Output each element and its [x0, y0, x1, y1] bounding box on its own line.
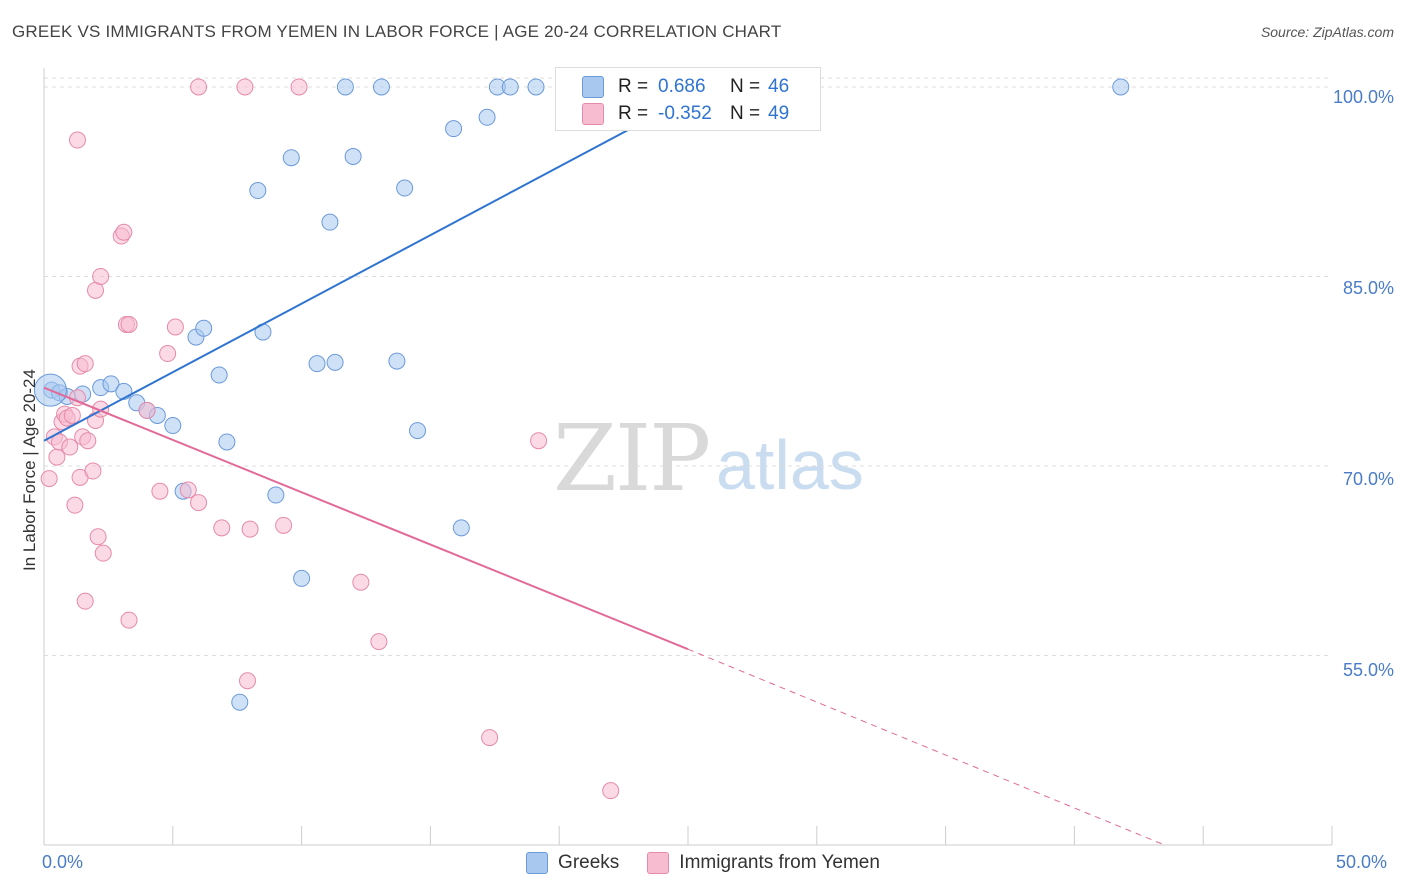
stats-legend: R = 0.686 N = 46 R = -0.352 N = 49	[555, 67, 821, 131]
point-greeks-15	[218, 433, 236, 451]
point-yemen-2	[48, 448, 66, 466]
point-greeks-10	[164, 417, 182, 435]
legend-label-greeks: Greeks	[558, 852, 620, 873]
point-greeks-14	[210, 366, 228, 384]
legend-item-greeks[interactable]: Greeks	[526, 852, 619, 874]
n-label: N =	[730, 76, 761, 97]
point-greeks-25	[336, 78, 354, 96]
point-yemen-9	[66, 496, 84, 514]
point-yemen-15	[76, 355, 94, 373]
point-greeks-20	[282, 149, 300, 167]
point-yemen-24	[94, 544, 112, 562]
yemen-swatch	[582, 103, 604, 125]
point-yemen-45	[481, 729, 499, 747]
legend-item-yemen[interactable]: Immigrants from Yemen	[647, 852, 880, 874]
point-greeks-35	[501, 78, 519, 96]
point-yemen-18	[84, 462, 102, 480]
point-greeks-16	[231, 693, 249, 711]
y-tick-label-85: 85.0%	[1342, 278, 1394, 298]
point-greeks-27	[372, 78, 390, 96]
trend-line-dashed-yemen	[687, 648, 1165, 846]
point-greeks-36	[527, 78, 545, 96]
point-greeks-21	[293, 569, 311, 587]
stats-legend-row-yemen: R = -0.352 N = 49	[556, 101, 789, 127]
point-yemen-30	[138, 401, 156, 419]
point-greeks-24	[326, 353, 344, 371]
point-yemen-44	[370, 633, 388, 651]
point-yemen-21	[89, 528, 107, 546]
watermark-atlas: atlas	[716, 426, 864, 504]
point-yemen-29	[120, 611, 138, 629]
point-yemen-23	[92, 267, 110, 285]
stats-legend-row-greeks: R = 0.686 N = 46	[556, 74, 789, 100]
y-tick-label-55: 55.0%	[1342, 660, 1394, 680]
point-greeks-29	[396, 179, 414, 197]
point-greeks-33	[478, 108, 496, 126]
point-greeks-28	[388, 352, 406, 370]
point-greeks-13	[195, 319, 213, 337]
point-yemen-47	[602, 782, 620, 800]
point-yemen-7	[61, 438, 79, 456]
point-yemen-31	[151, 482, 169, 500]
point-greeks-26	[344, 147, 362, 165]
point-yemen-42	[290, 78, 308, 96]
point-greeks-32	[452, 519, 470, 537]
source-label: Source: ZipAtlas.com	[1260, 24, 1394, 40]
point-yemen-41	[275, 516, 293, 534]
series-legend: Greeks Immigrants from Yemen	[0, 852, 1406, 874]
point-greeks-22	[308, 355, 326, 373]
point-yemen-28	[120, 315, 138, 333]
point-yemen-35	[190, 494, 208, 512]
greeks-legend-swatch	[526, 852, 549, 874]
n-value-yemen: 49	[768, 103, 790, 124]
point-yemen-43	[352, 573, 370, 591]
point-greeks-30	[409, 422, 427, 440]
point-yemen-39	[239, 672, 257, 690]
yemen-legend-swatch	[647, 852, 670, 874]
y-tick-label-70: 70.0%	[1342, 469, 1394, 489]
trend-line-yemen	[43, 386, 689, 651]
point-yemen-33	[166, 318, 184, 336]
point-yemen-26	[115, 223, 133, 241]
n-label: N =	[730, 103, 761, 124]
point-greeks-6	[115, 382, 133, 400]
point-yemen-17	[79, 432, 97, 450]
point-greeks-19	[267, 486, 285, 504]
n-value-greeks: 46	[768, 76, 790, 97]
legend-label-yemen: Immigrants from Yemen	[679, 852, 880, 873]
point-yemen-32	[159, 345, 177, 363]
point-yemen-38	[236, 78, 254, 96]
r-label: R =	[618, 76, 649, 97]
watermark-zip: ZIP	[553, 405, 711, 512]
point-greeks-17	[249, 182, 267, 200]
r-value-greeks: 0.686	[658, 76, 706, 97]
x-tick-label-min: 0.0%	[42, 852, 84, 872]
trend-line-greeks	[43, 83, 715, 442]
point-yemen-34	[179, 481, 197, 499]
point-yemen-8	[63, 406, 81, 424]
r-value-yemen: -0.352	[658, 103, 712, 124]
x-tick-label-max: 50.0%	[1336, 852, 1388, 872]
point-yemen-0	[40, 470, 58, 488]
point-greeks-45	[1112, 78, 1130, 96]
point-greeks-31	[445, 120, 463, 138]
y-axis-label: In Labor Force | Age 20-24	[20, 369, 39, 571]
r-label: R =	[618, 103, 649, 124]
point-yemen-36	[190, 78, 208, 96]
point-yemen-37	[213, 519, 231, 537]
point-greeks-5	[102, 375, 120, 393]
point-yemen-16	[76, 592, 94, 610]
greeks-swatch	[582, 76, 604, 98]
point-yemen-13	[68, 131, 86, 149]
point-yemen-46	[530, 432, 548, 450]
chart-title: GREEK VS IMMIGRANTS FROM YEMEN IN LABOR …	[12, 22, 782, 41]
point-yemen-40	[241, 520, 259, 538]
point-greeks-23	[321, 213, 339, 231]
y-tick-label-100: 100.0%	[1332, 87, 1394, 107]
